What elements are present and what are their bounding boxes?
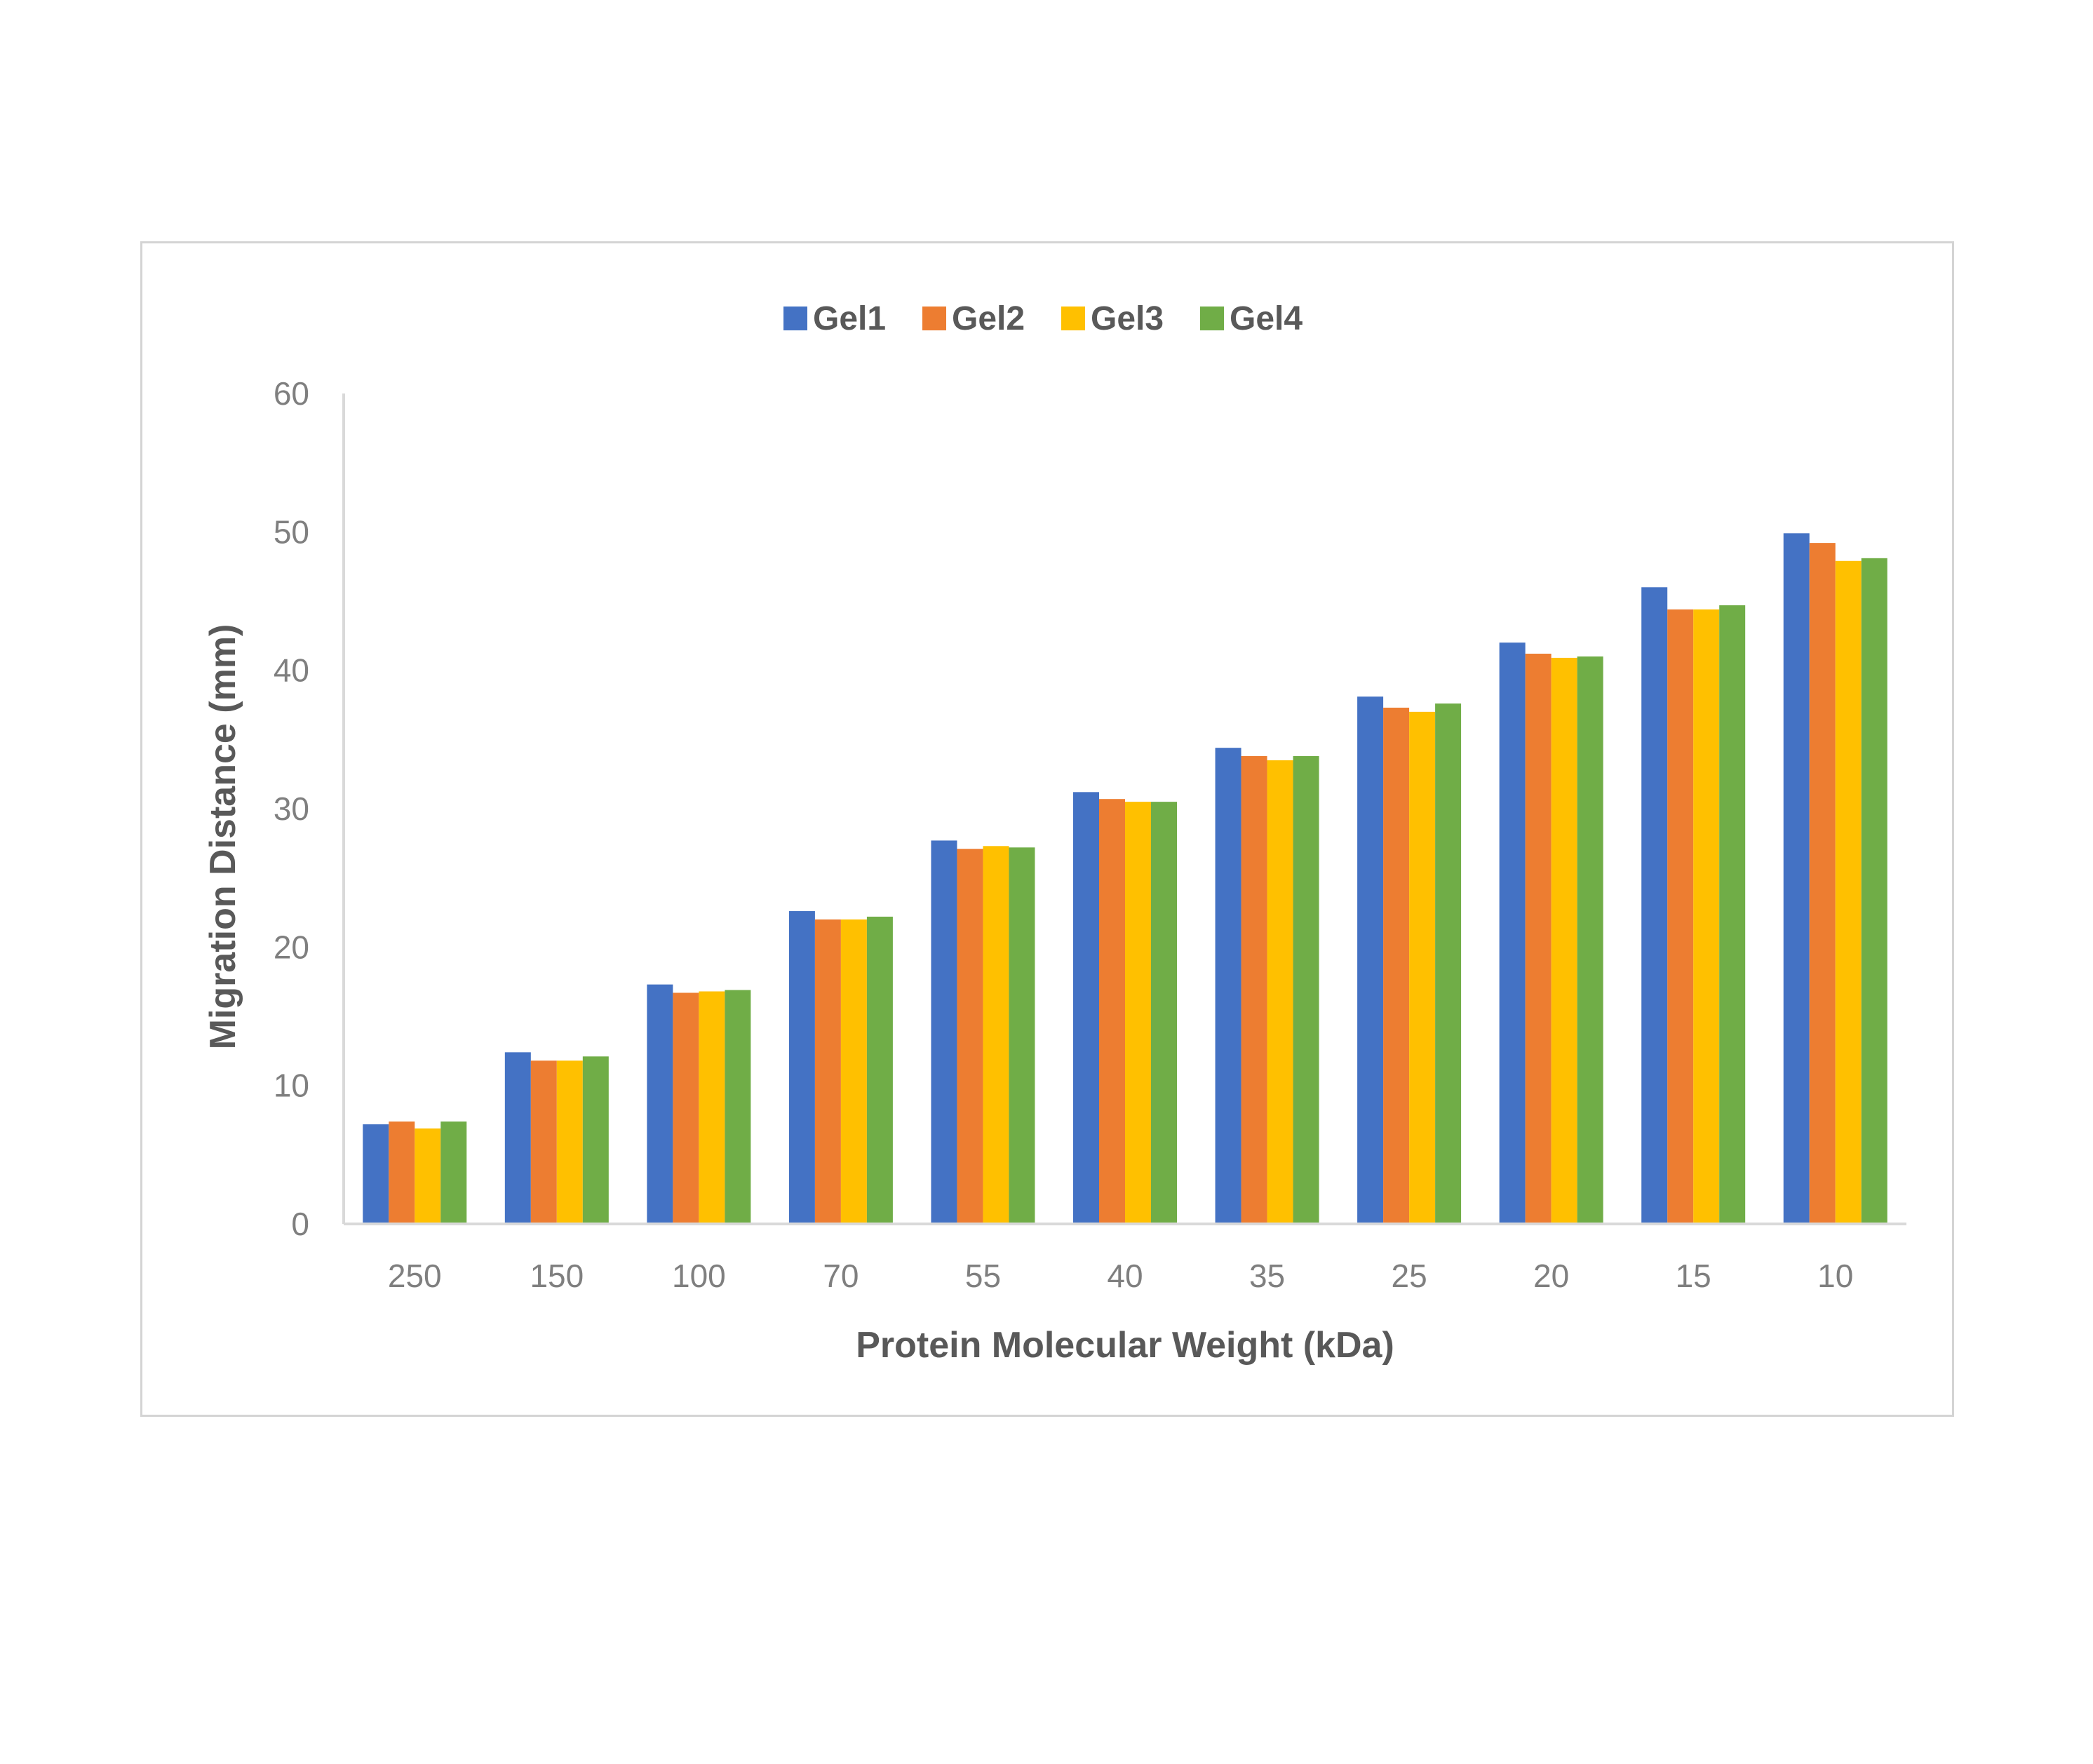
bar-gel4-150 bbox=[582, 1056, 609, 1224]
legend-label: Gel2 bbox=[952, 300, 1025, 337]
legend-label: Gel3 bbox=[1091, 300, 1164, 337]
bar-gel3-250 bbox=[415, 1128, 441, 1224]
bar-gel1-55 bbox=[931, 840, 957, 1224]
x-tick-label: 70 bbox=[823, 1258, 859, 1294]
bar-gel3-55 bbox=[983, 846, 1009, 1224]
bar-gel2-250 bbox=[389, 1121, 415, 1224]
bar-gel3-150 bbox=[556, 1061, 583, 1224]
bar-gel2-70 bbox=[814, 919, 841, 1224]
bar-gel4-55 bbox=[1009, 847, 1035, 1224]
y-tick-label: 40 bbox=[274, 652, 309, 689]
y-tick-label: 50 bbox=[274, 513, 309, 550]
legend-item-gel4: Gel4 bbox=[1200, 300, 1303, 337]
bar-gel4-35 bbox=[1293, 756, 1319, 1224]
legend-label: Gel1 bbox=[813, 300, 886, 337]
bar-gel3-35 bbox=[1267, 760, 1293, 1224]
x-tick-label: 25 bbox=[1392, 1258, 1427, 1294]
legend-item-gel2: Gel2 bbox=[922, 300, 1025, 337]
bar-gel3-100 bbox=[699, 991, 725, 1224]
legend-item-gel1: Gel1 bbox=[783, 300, 886, 337]
legend-swatch bbox=[783, 307, 807, 330]
x-tick-label: 35 bbox=[1249, 1258, 1285, 1294]
y-tick-label: 30 bbox=[274, 790, 309, 827]
legend-label: Gel4 bbox=[1230, 300, 1303, 337]
bar-gel1-70 bbox=[788, 911, 815, 1224]
bar-gel1-35 bbox=[1215, 748, 1241, 1224]
x-axis-ticks: 250 150 100 70 55 40 35 25 20 15 10 bbox=[388, 1258, 1853, 1294]
bar-gel2-20 bbox=[1525, 653, 1552, 1224]
x-tick-label: 250 bbox=[388, 1258, 442, 1294]
legend: Gel1 Gel2 Gel3 Gel4 bbox=[783, 300, 1303, 337]
bar-gel1-15 bbox=[1641, 587, 1668, 1224]
bar-gel1-25 bbox=[1357, 696, 1384, 1224]
x-tick-label: 15 bbox=[1676, 1258, 1711, 1294]
y-axis-ticks: 0 10 20 30 40 50 60 bbox=[274, 375, 309, 1242]
bar-gel3-15 bbox=[1693, 609, 1720, 1224]
bar-gel1-250 bbox=[363, 1124, 389, 1224]
y-tick-label: 10 bbox=[274, 1068, 309, 1104]
bar-gel1-100 bbox=[647, 984, 673, 1224]
bar-gel4-70 bbox=[866, 916, 893, 1224]
y-tick-label: 60 bbox=[274, 375, 309, 412]
bar-gel4-100 bbox=[725, 990, 751, 1224]
bar-gel3-20 bbox=[1551, 657, 1577, 1224]
bar-gel2-150 bbox=[530, 1061, 557, 1224]
legend-item-gel3: Gel3 bbox=[1061, 300, 1164, 337]
bar-gel3-10 bbox=[1835, 560, 1862, 1224]
legend-swatch bbox=[922, 307, 946, 330]
x-tick-label: 20 bbox=[1533, 1258, 1569, 1294]
bar-gel4-25 bbox=[1435, 703, 1462, 1224]
bar-gel4-250 bbox=[440, 1121, 467, 1224]
y-tick-label: 0 bbox=[291, 1206, 309, 1242]
y-axis-title: Migration Distance (mm) bbox=[203, 624, 243, 1050]
y-tick-label: 20 bbox=[274, 929, 309, 965]
bar-gel2-40 bbox=[1099, 799, 1125, 1224]
legend-swatch bbox=[1200, 307, 1224, 330]
bar-gel4-15 bbox=[1719, 605, 1746, 1224]
bar-gel3-70 bbox=[840, 919, 867, 1224]
bar-gel4-20 bbox=[1577, 656, 1603, 1224]
bar-gel4-10 bbox=[1861, 558, 1887, 1224]
bar-gel2-55 bbox=[957, 849, 983, 1224]
x-tick-label: 100 bbox=[672, 1258, 726, 1294]
x-tick-label: 55 bbox=[965, 1258, 1001, 1294]
bar-gel3-40 bbox=[1125, 802, 1151, 1224]
x-axis-title: Protein Molecular Weight (kDa) bbox=[856, 1325, 1394, 1366]
bars bbox=[363, 533, 1887, 1224]
bar-gel2-25 bbox=[1383, 707, 1410, 1224]
bar-gel1-20 bbox=[1499, 642, 1526, 1224]
chart-frame: Gel1 Gel2 Gel3 Gel4 0 10 20 30 40 50 60 250 150 100… bbox=[140, 241, 1954, 1417]
legend-swatch bbox=[1061, 307, 1085, 330]
bar-gel1-10 bbox=[1783, 533, 1810, 1224]
bar-gel2-35 bbox=[1241, 756, 1267, 1224]
x-tick-label: 150 bbox=[530, 1258, 584, 1294]
bar-gel2-100 bbox=[673, 992, 699, 1224]
bar-gel2-15 bbox=[1667, 609, 1694, 1224]
bar-gel1-40 bbox=[1073, 792, 1099, 1224]
bar-gel2-10 bbox=[1809, 543, 1836, 1224]
bar-gel1-150 bbox=[504, 1052, 531, 1224]
bar-gel4-40 bbox=[1151, 802, 1177, 1224]
x-tick-label: 10 bbox=[1817, 1258, 1853, 1294]
bar-gel3-25 bbox=[1409, 711, 1436, 1224]
x-tick-label: 40 bbox=[1107, 1258, 1143, 1294]
